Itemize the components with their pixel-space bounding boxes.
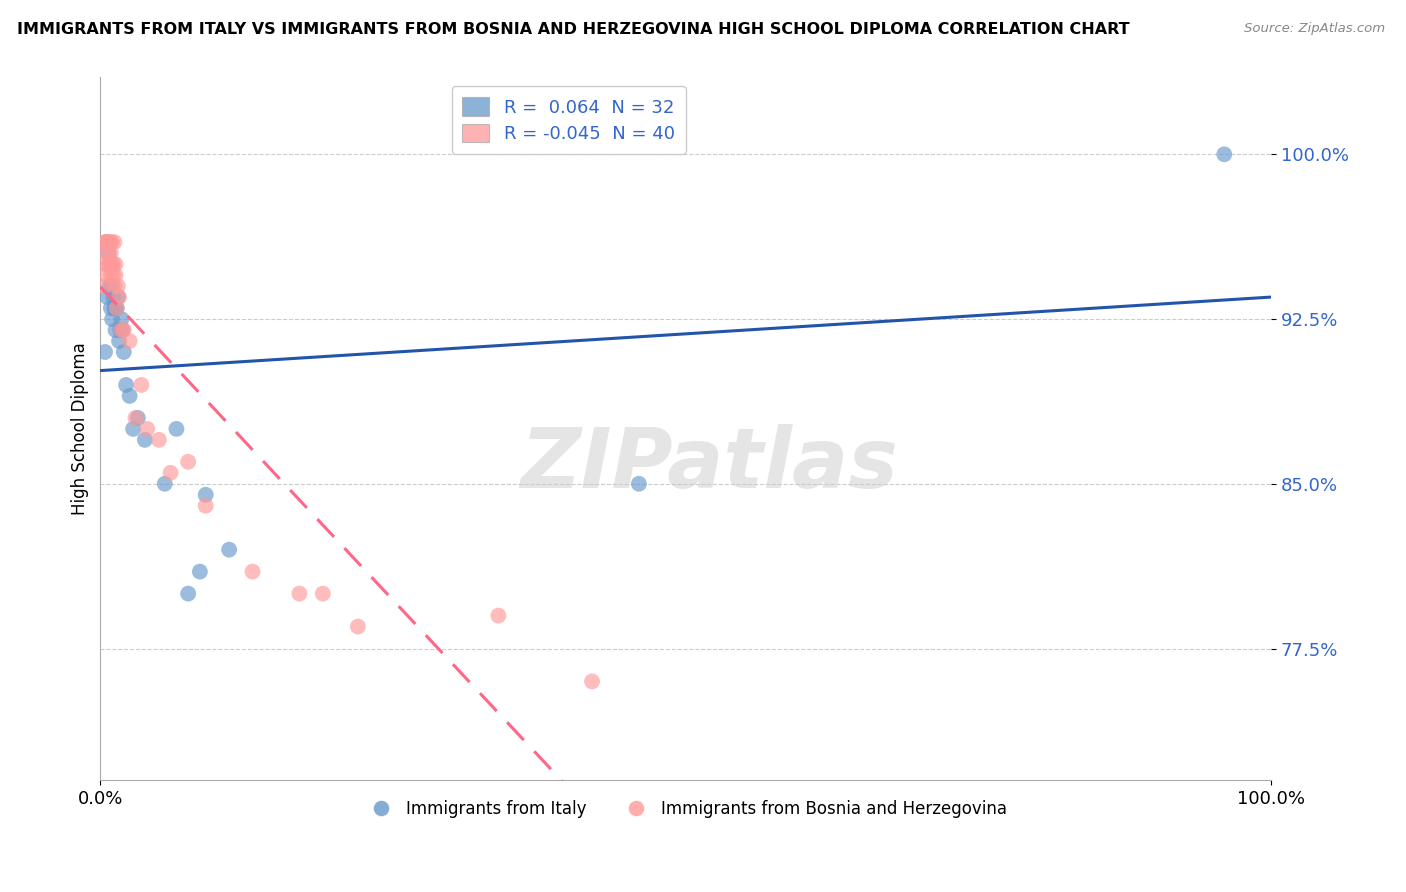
Point (110, 323, 132, 337)
Point (97, 257, 120, 271)
Point (94, 345, 117, 359)
Point (194, 499, 217, 513)
Point (112, 323, 135, 337)
Point (177, 586, 200, 600)
Text: Source: ZipAtlas.com: Source: ZipAtlas.com (1244, 22, 1385, 36)
Point (104, 268, 127, 282)
Point (100, 301, 122, 315)
Point (486, 608, 509, 623)
Point (312, 586, 335, 600)
Text: ZIPatlas: ZIPatlas (520, 424, 898, 505)
Point (94, 235, 117, 249)
Point (96, 246, 118, 260)
Point (104, 301, 127, 315)
Point (103, 235, 125, 249)
Point (98, 257, 121, 271)
Point (96, 290, 118, 304)
Point (97, 235, 120, 249)
Point (188, 565, 211, 579)
Point (1213, 147, 1236, 161)
Point (96, 235, 118, 249)
Point (115, 378, 138, 392)
Point (108, 290, 131, 304)
Point (148, 433, 170, 447)
Point (110, 323, 132, 337)
Y-axis label: High School Diploma: High School Diploma (72, 343, 89, 516)
Point (153, 476, 176, 491)
Point (101, 257, 124, 271)
Point (159, 466, 181, 480)
Point (105, 301, 128, 315)
Point (104, 323, 127, 337)
Point (107, 290, 129, 304)
Point (103, 279, 125, 293)
Point (127, 410, 149, 425)
Point (194, 488, 217, 502)
Point (103, 257, 125, 271)
Point (288, 586, 311, 600)
Point (118, 334, 141, 348)
Point (94, 257, 117, 271)
Point (347, 619, 370, 633)
Point (96, 235, 118, 249)
Point (110, 312, 132, 326)
Point (103, 290, 125, 304)
Point (131, 378, 153, 392)
Point (134, 433, 156, 447)
Point (218, 542, 240, 557)
Point (177, 455, 200, 469)
Point (122, 422, 145, 436)
Point (103, 268, 125, 282)
Point (242, 565, 264, 579)
Point (101, 312, 124, 326)
Point (98, 235, 121, 249)
Point (105, 301, 128, 315)
Point (136, 422, 159, 436)
Point (101, 235, 124, 249)
Point (100, 246, 122, 260)
Text: IMMIGRANTS FROM ITALY VS IMMIGRANTS FROM BOSNIA AND HERZEGOVINA HIGH SCHOOL DIPL: IMMIGRANTS FROM ITALY VS IMMIGRANTS FROM… (17, 22, 1129, 37)
Point (101, 279, 124, 293)
Point (97, 246, 120, 260)
Point (581, 674, 603, 689)
Point (124, 410, 146, 425)
Point (118, 389, 141, 403)
Point (103, 301, 125, 315)
Point (108, 334, 131, 348)
Point (111, 323, 134, 337)
Point (96, 268, 118, 282)
Point (627, 476, 650, 491)
Point (93, 279, 115, 293)
Point (98, 279, 121, 293)
Legend: Immigrants from Italy, Immigrants from Bosnia and Herzegovina: Immigrants from Italy, Immigrants from B… (357, 793, 1014, 825)
Point (112, 345, 135, 359)
Point (107, 279, 129, 293)
Point (100, 268, 122, 282)
Point (165, 422, 187, 436)
Point (104, 257, 127, 271)
Point (96, 235, 118, 249)
